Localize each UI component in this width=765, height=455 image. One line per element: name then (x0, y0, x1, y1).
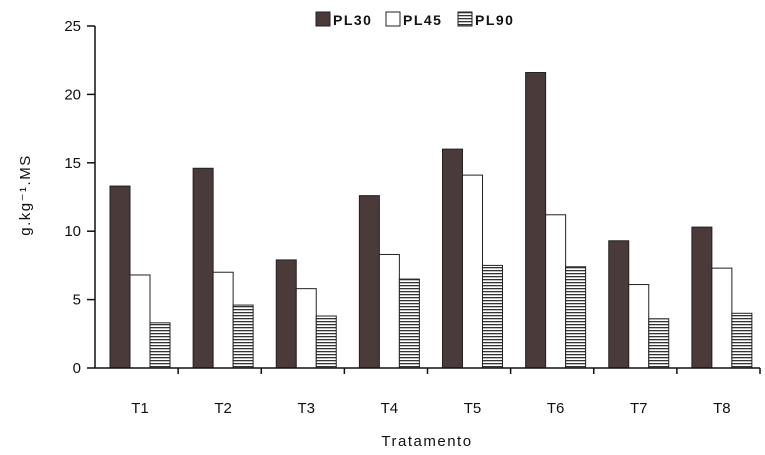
x-axis-label: Tratamento (381, 433, 472, 450)
x-tick-label: T7 (630, 400, 648, 417)
bar-pl90-t7 (648, 318, 670, 369)
bar-pl90-t8 (731, 312, 753, 369)
legend: PL30 PL45 PL90 (315, 11, 514, 28)
bar-pl30-t5 (442, 148, 463, 369)
bar-pl45-t3 (295, 288, 317, 369)
bar-pl90-t2 (232, 304, 254, 369)
bar-pl90-t6 (565, 266, 587, 369)
y-tick-label: 0 (73, 360, 81, 377)
bars (109, 72, 753, 369)
x-tick-label: T4 (381, 400, 399, 417)
y-tick-label: 25 (64, 18, 81, 35)
bar-pl30-t7 (608, 240, 630, 369)
x-tick-label: T3 (297, 400, 315, 417)
bar-pl45-t5 (462, 174, 483, 369)
y-axis-label: g.kg⁻¹.MS (17, 154, 34, 235)
x-tick-label: T8 (713, 400, 731, 417)
bar-pl30-t1 (109, 185, 131, 369)
bar-pl90-t3 (315, 315, 337, 369)
bar-pl45-t1 (129, 274, 151, 369)
bar-pl90-t5 (482, 264, 503, 369)
bar-pl45-t7 (628, 284, 650, 369)
y-tick-label: 5 (73, 292, 81, 309)
bar-pl45-t6 (545, 214, 567, 369)
legend-label-pl45: PL45 (403, 12, 442, 28)
bar-pl30-t8 (691, 226, 713, 369)
bar-pl45-t2 (212, 271, 234, 369)
bar-pl30-t3 (275, 259, 297, 369)
x-tick-label: T2 (214, 400, 232, 417)
legend-swatch-pl30 (315, 11, 331, 27)
legend-label-pl90: PL90 (475, 12, 514, 28)
x-axis: Tratamento T1 T2 T3 T4 T5 T6 T7 T8 (95, 367, 761, 450)
x-tick-label: T1 (131, 400, 149, 417)
bar-pl30-t2 (192, 167, 214, 369)
bar-pl90-t1 (149, 322, 171, 369)
legend-label-pl30: PL30 (333, 12, 372, 28)
bar-pl90-t4 (398, 278, 420, 369)
y-tick-label: 20 (64, 86, 81, 103)
bar-pl30-t6 (525, 72, 547, 369)
y-tick-label: 10 (64, 223, 81, 240)
legend-swatch-pl45 (385, 11, 401, 27)
x-tick-label: T6 (547, 400, 565, 417)
bar-pl30-t4 (358, 195, 380, 369)
bar-pl45-t8 (711, 267, 733, 369)
legend-swatch-pl90 (457, 11, 473, 27)
y-axis: g.kg⁻¹.MS 0 5 10 15 20 25 (17, 18, 96, 377)
x-tick-label: T5 (464, 400, 482, 417)
y-tick-label: 15 (64, 155, 81, 172)
bar-pl45-t4 (378, 253, 400, 369)
